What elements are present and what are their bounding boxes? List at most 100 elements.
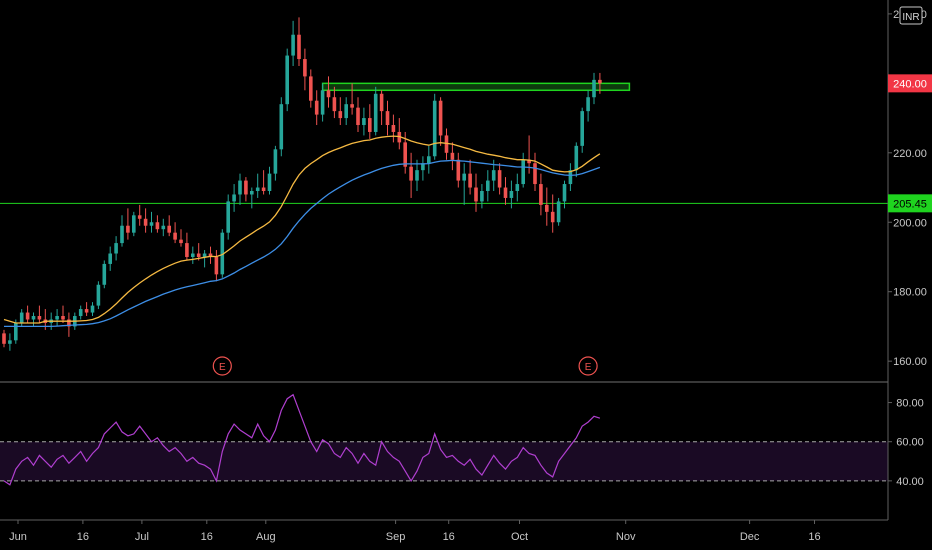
candle-body xyxy=(273,149,278,174)
earnings-marker[interactable]: E xyxy=(212,356,232,376)
candle-body xyxy=(202,253,207,257)
candle xyxy=(2,329,6,348)
candle-body xyxy=(185,243,189,257)
candle xyxy=(539,173,543,216)
candle xyxy=(108,246,112,271)
candle xyxy=(78,305,83,320)
candle-body xyxy=(179,239,183,244)
candle-body xyxy=(379,93,384,112)
candle xyxy=(598,72,602,94)
candle-body xyxy=(545,204,549,212)
candle xyxy=(450,142,455,171)
candle xyxy=(314,90,319,126)
candle xyxy=(545,187,549,226)
candle xyxy=(273,145,278,181)
ema-slow-line[interactable] xyxy=(4,159,601,328)
candle xyxy=(102,260,107,289)
earnings-marker[interactable]: E xyxy=(578,356,598,376)
candle xyxy=(332,86,337,119)
candle-body xyxy=(102,263,107,285)
candle xyxy=(427,145,431,174)
candle-body xyxy=(592,79,596,98)
candle xyxy=(297,17,301,66)
rsi-line[interactable] xyxy=(3,393,601,486)
candle-body xyxy=(37,316,42,320)
candle-body xyxy=(214,256,219,275)
ema-fast-line[interactable] xyxy=(3,135,601,324)
candle-body xyxy=(55,316,59,320)
support-price-label: 205.45 xyxy=(888,194,932,213)
candle-body xyxy=(309,76,313,101)
candle-body xyxy=(385,111,390,126)
candle-body xyxy=(338,111,343,119)
candle-body xyxy=(539,184,543,205)
candle-body xyxy=(509,191,514,198)
candle-body xyxy=(31,316,36,320)
candle xyxy=(497,163,502,195)
candle-body xyxy=(220,232,225,275)
candle-body xyxy=(226,201,230,233)
candle xyxy=(196,243,201,261)
currency-badge[interactable]: INR xyxy=(899,6,923,25)
candle xyxy=(114,236,118,261)
time-tick-label: Jul xyxy=(135,531,149,543)
candle xyxy=(421,156,425,181)
candle xyxy=(368,104,372,139)
candle-body xyxy=(491,170,496,181)
candle-body xyxy=(114,243,118,254)
resistance-zone[interactable] xyxy=(321,82,631,92)
candle xyxy=(37,305,42,323)
candle xyxy=(550,194,555,233)
candle-body xyxy=(126,225,130,233)
candle-body xyxy=(427,156,431,164)
candle-body xyxy=(474,187,478,202)
price-tick-label: 220.00 xyxy=(893,148,927,160)
candle-body xyxy=(403,142,407,167)
candle-body xyxy=(232,194,236,202)
candle-body xyxy=(267,173,272,191)
candle xyxy=(438,97,443,146)
time-axis[interactable]: Jun 16 Jul 16 Aug Sep 16 Oct Nov Dec 16 xyxy=(9,520,821,543)
candle-body xyxy=(362,118,366,126)
candle xyxy=(533,152,537,191)
candle xyxy=(179,229,183,247)
rsi-axis[interactable]: 80.00 60.00 40.00 xyxy=(888,398,924,488)
candle-body xyxy=(208,253,213,257)
candle xyxy=(161,218,166,237)
candle-body xyxy=(279,104,284,150)
candle-body xyxy=(314,100,319,115)
candle-body xyxy=(84,309,89,313)
candle xyxy=(226,194,230,240)
candle-body xyxy=(568,170,573,185)
candle-body xyxy=(486,180,490,191)
candle-body xyxy=(533,163,537,185)
candle-body xyxy=(468,173,472,188)
candle xyxy=(474,173,478,212)
candle-body xyxy=(432,100,437,157)
candle xyxy=(379,90,384,126)
candle xyxy=(255,173,260,198)
candle-body xyxy=(326,90,331,98)
time-tick-label: 16 xyxy=(77,531,89,543)
candle xyxy=(61,305,65,323)
candle-body xyxy=(503,187,508,198)
price-tick-label: 200.00 xyxy=(893,217,927,229)
candle xyxy=(574,142,579,178)
candle xyxy=(191,246,195,264)
candle-body xyxy=(598,79,602,84)
candle-body xyxy=(521,159,525,185)
time-tick-label: Dec xyxy=(740,531,760,543)
candle-body xyxy=(462,173,466,181)
candle xyxy=(84,302,89,317)
candle xyxy=(309,69,313,108)
candle-body xyxy=(19,312,24,323)
candle xyxy=(120,215,124,247)
candle xyxy=(261,170,266,195)
candle-body xyxy=(480,191,484,202)
candle-body xyxy=(191,253,195,257)
candle xyxy=(356,97,360,132)
earnings-label: E xyxy=(585,362,592,373)
candle xyxy=(232,184,236,212)
candle-body xyxy=(149,222,154,226)
